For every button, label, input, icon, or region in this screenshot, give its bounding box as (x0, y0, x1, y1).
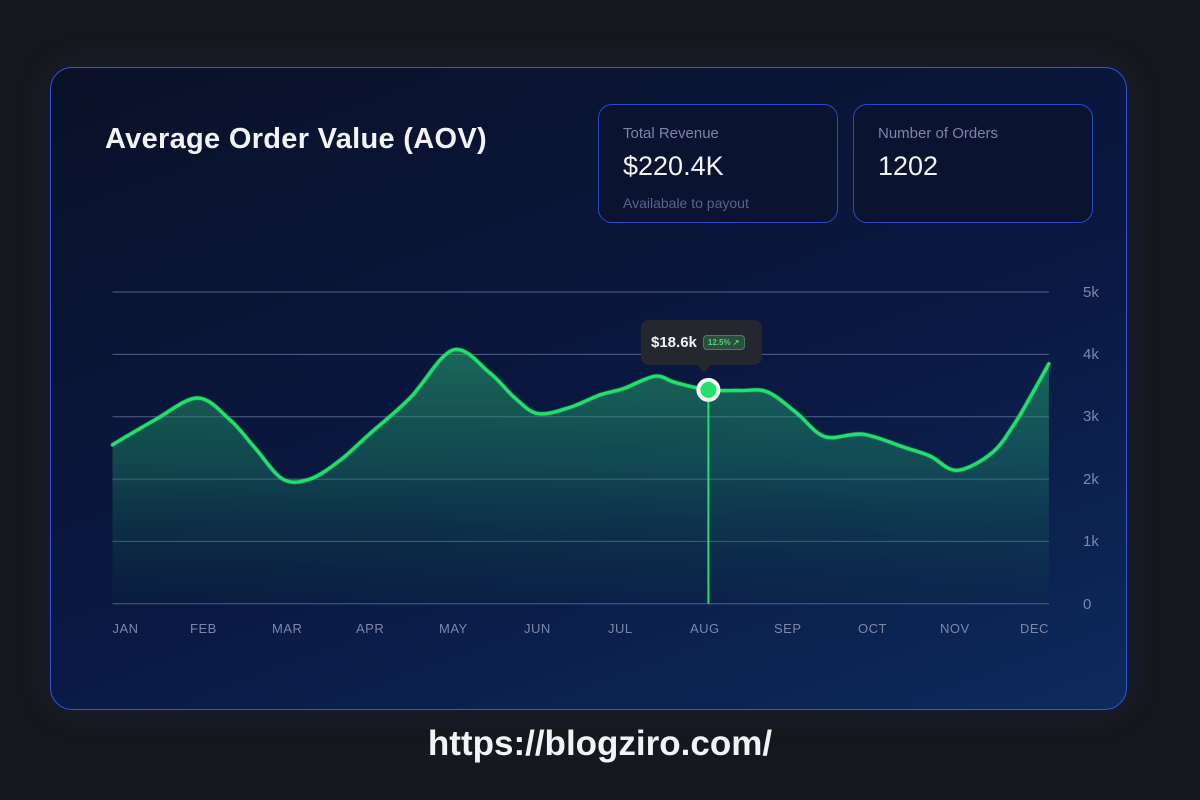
svg-text:2k: 2k (1083, 471, 1099, 488)
svg-text:NOV: NOV (940, 621, 970, 636)
svg-text:OCT: OCT (858, 621, 887, 636)
svg-text:3k: 3k (1083, 408, 1099, 425)
svg-text:JUN: JUN (524, 621, 551, 636)
svg-text:AUG: AUG (690, 621, 720, 636)
svg-text:MAY: MAY (439, 621, 468, 636)
svg-text:JAN: JAN (113, 621, 139, 636)
svg-text:5k: 5k (1083, 284, 1099, 301)
svg-text:MAR: MAR (272, 621, 302, 636)
svg-text:DEC: DEC (1020, 621, 1049, 636)
svg-text:4k: 4k (1083, 346, 1099, 363)
svg-text:1k: 1k (1083, 533, 1099, 550)
svg-text:0: 0 (1083, 596, 1091, 613)
svg-text:APR: APR (356, 621, 384, 636)
svg-text:JUL: JUL (608, 621, 633, 636)
svg-text:SEP: SEP (774, 621, 802, 636)
svg-text:FEB: FEB (190, 621, 217, 636)
